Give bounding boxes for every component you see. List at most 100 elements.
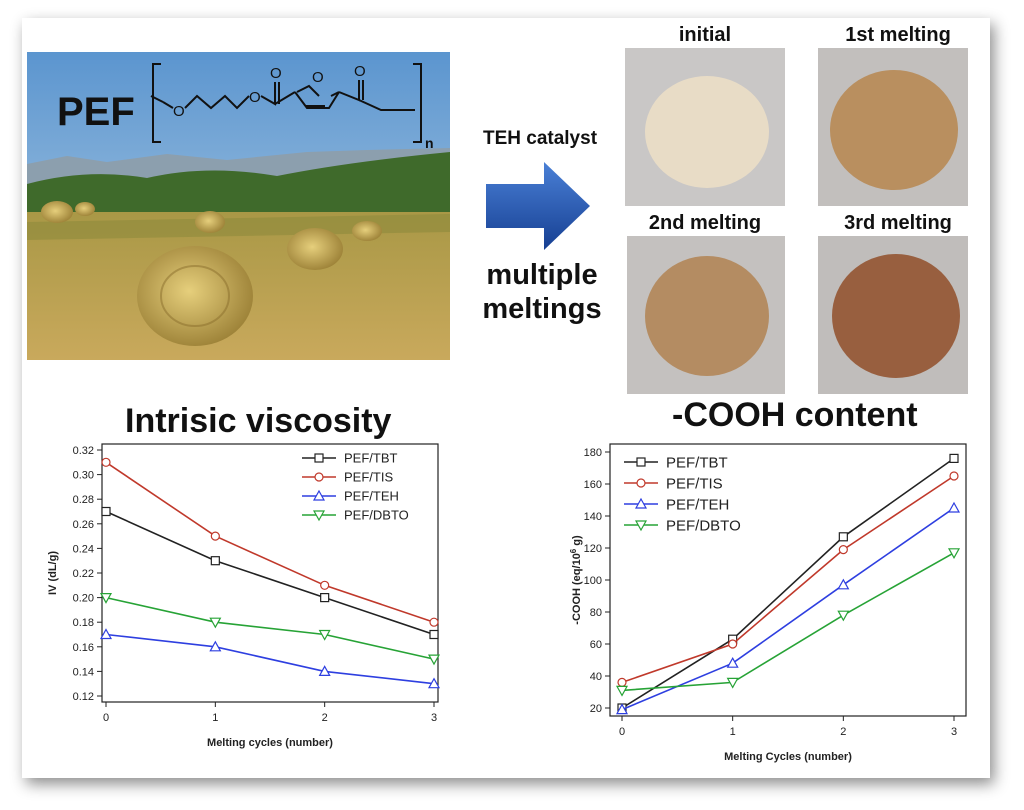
iv-point-pef-tis [101, 457, 111, 467]
cooh-point-pef-dbto [947, 548, 961, 560]
arrow-bottom-label: multiple meltings [462, 258, 622, 326]
cooh-ytick-label: 180 [584, 447, 602, 459]
sample-photo-3rd [818, 236, 968, 394]
cooh-point-pef-tis [728, 639, 738, 649]
cooh-point-pef-tis [617, 677, 627, 687]
cooh-ytick-label: 120 [584, 543, 602, 555]
cooh-ytick-label: 100 [584, 575, 602, 587]
cooh-ytick-label: 40 [590, 671, 602, 683]
iv-xtick-label: 2 [322, 712, 328, 724]
arrow-bottom-line2: meltings [482, 293, 602, 325]
sample-photo-initial [625, 48, 785, 206]
iv-xtick-label: 0 [103, 712, 109, 724]
iv-legend-marker [314, 472, 324, 482]
iv-ytick-label: 0.32 [73, 445, 94, 457]
iv-xtick-label: 3 [431, 712, 437, 724]
cooh-point-pef-tbt [949, 453, 959, 463]
iv-legend-label: PEF/TBT [344, 451, 398, 466]
cooh-plot-frame [609, 443, 967, 717]
iv-legend-marker [314, 453, 324, 463]
cooh-ylabel: -COOH (eq/106 g) [569, 535, 583, 625]
iv-series-line-pef-tbt [105, 510, 435, 636]
iv-legend-marker [312, 510, 326, 522]
cooh-point-pef-dbto [615, 685, 629, 697]
iv-series-line-pef-teh [105, 633, 435, 685]
field-scene [27, 52, 450, 360]
cooh-ytick-label: 140 [584, 511, 602, 523]
cooh-point-pef-tbt [838, 532, 848, 542]
cooh-legend-marker [636, 457, 646, 467]
iv-ytick-label: 0.12 [73, 691, 94, 703]
sample-label-initial: initial [678, 24, 732, 46]
cooh-xtick-label: 3 [951, 726, 957, 738]
viscosity-chart: 0.12 0.14 0.16 0.18 0.20 0.22 0.24 0.26 0.28 0.30… [47, 443, 441, 749]
iv-xtick-label: 1 [212, 712, 218, 724]
iv-legend-label: PEF/TIS [344, 470, 393, 485]
powder-pile-3rd [832, 254, 960, 378]
atom-o5: O [354, 63, 366, 80]
iv-point-pef-tis [429, 617, 439, 627]
iv-point-pef-tbt [101, 506, 111, 517]
cooh-point-pef-teh [837, 578, 850, 590]
sample-label-1st: 1st melting [845, 24, 951, 46]
powder-pile-2nd [645, 256, 769, 376]
cooh-xtick-label: 2 [840, 726, 846, 738]
sample-label-3rd: 3rd melting [844, 212, 952, 234]
iv-series-line-pef-tis [105, 461, 435, 623]
iv-ytick-label: 0.20 [73, 593, 94, 605]
atom-o4: O [312, 69, 324, 86]
sample-label-2nd: 2nd melting [648, 212, 762, 234]
arrow-top-label: TEH catalyst [482, 128, 598, 149]
iv-ylabel: IV (dL/g) [47, 551, 59, 595]
iv-point-pef-dbto [209, 617, 222, 629]
process-arrow-icon [486, 162, 590, 250]
cooh-legend-marker [634, 520, 648, 532]
cooh-point-pef-tis [949, 471, 959, 481]
cooh-ytick-label: 20 [590, 703, 602, 715]
cooh-series-line-pef-tis [621, 475, 955, 684]
iv-point-pef-dbto [427, 654, 441, 666]
iv-legend-label: PEF/DBTO [344, 508, 409, 523]
iv-point-pef-teh [209, 640, 222, 652]
sample-photo-2nd [627, 236, 785, 394]
powder-pile-initial [645, 76, 769, 188]
subscript-n: n [425, 135, 434, 151]
cooh-legend-label: PEF/TBT [666, 454, 728, 471]
hay-field-photo: PEF O O O O O n [27, 52, 450, 360]
cooh-point-pef-tis [838, 544, 848, 555]
cooh-ytick-label: 80 [590, 607, 602, 619]
cooh-point-pef-teh [615, 703, 629, 715]
atom-o2: O [249, 89, 261, 106]
chart-title-cooh: -COOH content [672, 396, 918, 434]
cooh-legend-label: PEF/TEH [666, 496, 729, 513]
atom-o1: O [173, 103, 185, 120]
iv-point-pef-tis [320, 580, 330, 590]
iv-legend-label: PEF/TEH [344, 489, 399, 504]
cooh-point-pef-dbto [837, 610, 850, 622]
cooh-chart: 20 40 60 80 100 120 140 160 180 0 1 2 3 Melting Cycle… [569, 443, 967, 763]
cooh-xtick-label: 0 [619, 726, 625, 738]
iv-ytick-label: 0.14 [73, 666, 94, 678]
iv-ytick-label: 0.24 [73, 543, 94, 555]
iv-ytick-label: 0.18 [73, 617, 94, 629]
powder-pile-1st [830, 70, 958, 190]
iv-ytick-label: 0.22 [73, 568, 94, 580]
cooh-ytick-label: 160 [584, 479, 602, 491]
iv-point-pef-teh [99, 628, 113, 640]
iv-point-pef-tbt [429, 629, 439, 640]
cooh-legend-marker [634, 497, 648, 509]
atom-o3: O [270, 65, 282, 82]
iv-point-pef-dbto [99, 593, 113, 604]
iv-point-pef-tbt [320, 593, 330, 603]
cooh-legend-label: PEF/TIS [666, 475, 723, 492]
iv-point-pef-tbt [210, 556, 220, 566]
iv-ytick-label: 0.28 [73, 494, 94, 506]
cooh-xlabel: Melting Cycles (number) [724, 751, 852, 763]
cooh-xtick-label: 1 [730, 726, 736, 738]
pef-label: PEF [57, 90, 135, 134]
iv-point-pef-dbto [318, 629, 331, 641]
cooh-point-pef-teh [947, 501, 961, 513]
iv-xlabel: Melting cycles (number) [207, 737, 333, 749]
cooh-ylabel-sup: 6 [569, 548, 578, 553]
cooh-series-line-pef-tbt [621, 457, 955, 709]
